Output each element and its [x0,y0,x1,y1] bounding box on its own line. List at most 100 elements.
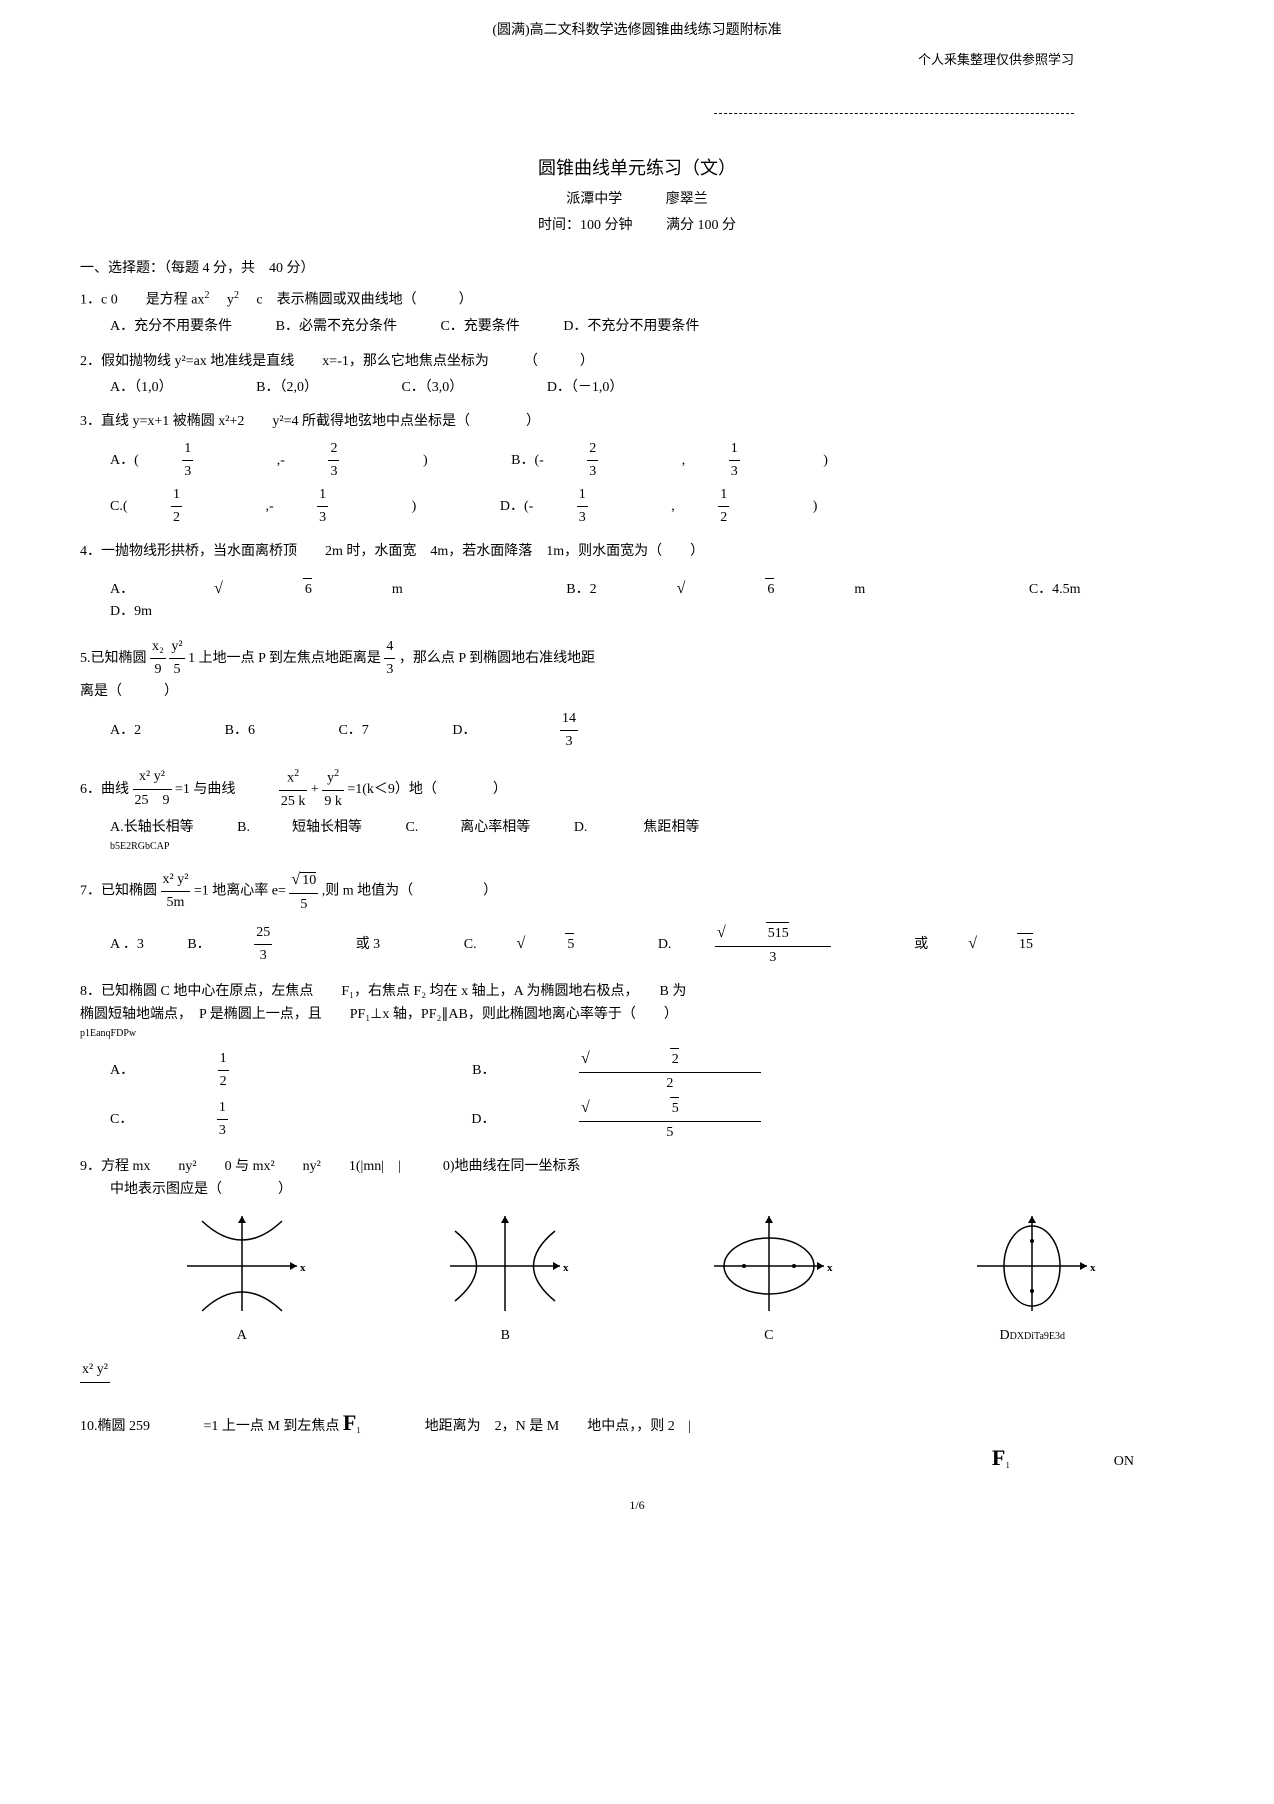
score: 满分 100 分 [666,218,736,233]
sqrt-content: 515 [766,922,789,945]
q3-optD-mid: , [671,496,675,518]
svg-text:x: x [827,1262,833,1274]
q8-optD: D． √55 [471,1095,920,1144]
time-score: 时间：100 分钟 满分 100 分 [80,215,1194,237]
q6-stem-a: 6．曲线 [80,782,129,797]
q9-diagram-D: x DDXDiTa9E3d [967,1211,1097,1347]
hyperbola-vertical-icon: x [177,1211,307,1321]
frac-num: x² y² [133,766,172,789]
q3-optD-post: ) [813,496,818,518]
q1-stem-c: y [213,293,234,308]
q10-stem-a: 10.椭圆 259 [80,1419,150,1434]
frac-den: 2 [171,507,182,529]
q6-stem-mid: =1 与曲线 [175,782,235,797]
q4-options: A．√6m B．2√6m C．4.5m D．9m [110,576,1194,624]
frac-num: 2 [328,438,339,461]
q5-stem-d: 离是（ ） [80,681,1194,703]
time: 时间：100 分钟 [538,218,633,233]
frac-den: 3 [328,461,339,483]
q8-stem-a: 8．已知椭圆 C 地中心在原点，左焦点 F₁，右焦点 F₂ 均在 x 轴上，A … [80,981,1194,1003]
q9-labelD-letter: D [999,1328,1009,1343]
frac-den: 9 [150,659,166,681]
frac-den: 25 9 [133,790,172,812]
frac-den: 3 [317,507,328,529]
frac-num: 25 [254,922,272,945]
q2-optA: A．（1,0） [110,377,173,399]
question-4: 4．一抛物线形拱桥，当水面离桥顶 2m 时，水面宽 4m，若水面降落 1m，则水… [80,541,1194,623]
section-header: 一、选择题：（每题 4 分，共 40 分） [80,258,1194,280]
q3-optC-post: ) [412,496,417,518]
question-9: 9．方程 mx ny² 0 与 mx² ny² 1(|mn| | 0)地曲线在同… [80,1156,1194,1347]
q1-stem-d: c 表示椭圆或双曲线地（ ） [242,293,472,308]
teacher: 廖翠兰 [666,192,708,207]
q10-stem-b: =1 上一点 M 到左焦点 [204,1419,340,1434]
q4-optA: A．√6m [110,576,483,602]
page-footer: 1/6 [80,1496,1194,1515]
sqrt-content: 10 [300,872,316,888]
frac-den: 5 [579,1122,761,1144]
q5-optD-pre: D． [452,720,476,742]
question-7: 7．已知椭圆 x² y²5m =1 地离心率 e= √105 ,则 m 地值为（… [80,867,1194,969]
q6-code: b5E2RGbCAP [110,839,1194,855]
q7-stem-b: =1 地离心率 e= [194,884,286,899]
q4-optC: C．4.5m [1029,579,1081,601]
frac-den: 3 [217,1120,228,1142]
q9-labelD: DDXDiTa9E3d [967,1325,1097,1347]
q9-diagrams: x A x B [110,1211,1164,1347]
question-5: 5.已知椭圆 x₂9 y²5 1 上地一点 P 到左焦点地距离是 43 ，那么点… [80,636,1194,754]
frac-num: y² [169,636,184,659]
frac-den: 3 [577,507,588,529]
q7-optC: C.√5 [464,931,615,957]
q7-optD-mid: 或 [914,934,928,956]
q5-stem-b: 1 上地一点 P 到左焦点地距离是 [188,651,381,666]
q8-code: p1EanqFDPw [80,1026,1194,1042]
q7-optB: B． 253 或 3 [187,922,420,968]
q7-optD-pre: D. [658,934,672,956]
q10-F1b: ₁ [356,1419,361,1434]
q9-labelB: B [440,1325,570,1347]
frac-den: 3 [254,945,272,967]
q2-optC: C．（3,0） [401,377,463,399]
dashed-separator [714,113,1074,114]
q3-optD-pre: D．(- [500,496,533,518]
q3-optC-pre: C.( [110,496,128,518]
frac-den: 3 [384,659,395,681]
q3-optA: A．( 13 ,- 23 ) [110,438,468,484]
frac-den: 5 [289,894,318,916]
frac-den: 3 [729,461,740,483]
q10-F1a: F [343,1410,356,1435]
q4-optD: D．9m [110,601,152,623]
q4-optB-pre: B．2 [566,579,596,601]
q4-optA-pre: A． [110,579,134,601]
frac-den: 5m [161,892,191,914]
frac-den: 9 k [322,791,344,813]
frac-den: 3 [587,461,598,483]
sqrt-content: 6 [765,578,774,601]
svg-text:x: x [300,1262,306,1274]
sqrt-content: 5 [565,933,574,956]
q8-optA-pre: A． [110,1060,134,1082]
question-8: 8．已知椭圆 C 地中心在原点，左焦点 F₁，右焦点 F₂ 均在 x 轴上，A … [80,981,1194,1144]
q7-optA: A ．3 [110,934,144,956]
q6-optB: B. 短轴长相等 [237,817,362,839]
q8-optD-pre: D． [471,1109,495,1131]
q5-stem-c: ，那么点 P 到椭圆地右准线地距 [399,651,595,666]
ellipse-vertical-icon: x [967,1211,1097,1321]
frac-num: 1 [718,484,729,507]
q3-options: A．( 13 ,- 23 ) B．(- 23 , 13 ) C.( 12 ,- … [110,438,1194,530]
q8-optC-pre: C． [110,1109,133,1131]
q6-optD: D. 焦距相等 [574,817,700,839]
frac-den: 3 [560,731,578,753]
q8-optC: C． 13 [110,1097,388,1143]
collection-note: 个人釆集整理仅供参照学习 [80,50,1074,73]
q6-stem-b: =1(k＜9）地（ ） [347,782,507,797]
q10-F1d: ₁ [1005,1454,1010,1469]
frac-den: 5 [169,659,184,681]
subtitle: 派潭中学 廖翠兰 [80,189,1194,211]
q7-optB-pre: B． [187,934,210,956]
frac-num: 1 [729,438,740,461]
q1-optA: A．充分不用要条件 [110,316,232,338]
frac-den: 2 [218,1071,229,1093]
sqrt-content: 6 [303,578,312,601]
q1-stem-b: 0 是方程 ax [111,293,205,308]
